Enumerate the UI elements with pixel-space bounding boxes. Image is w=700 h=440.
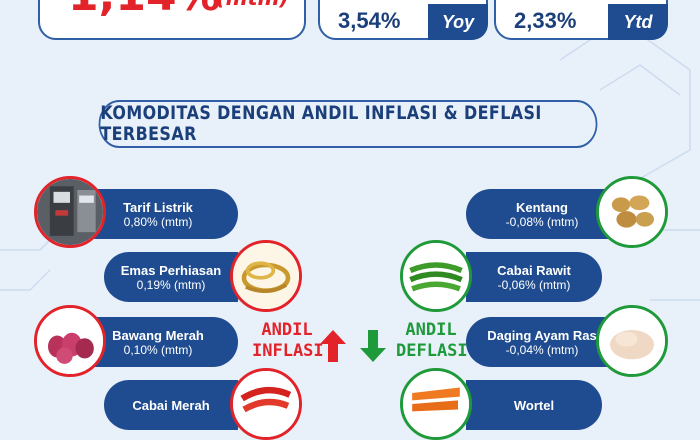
commodity-name: Emas Perhiasan [120,262,222,278]
deflasi-item-cabai-rawit: Cabai Rawit -0,06% (mtm) [466,252,602,302]
ytd-inflation-card: 2,33% Ytd [494,0,668,40]
commodity-value: -0,08% (mtm) [505,214,579,229]
commodity-value: 0,19% (mtm) [136,277,206,292]
deflasi-item-kentang: Kentang -0,08% (mtm) [466,189,618,239]
andil-deflasi-label: ANDIL DEFLASI [396,320,468,361]
yoy-badge: Yoy [428,4,488,40]
andil-inflasi-label: ANDIL INFLASI [252,320,324,361]
inflasi-item-cabai-merah: Cabai Merah [104,380,238,430]
commodity-name: Daging Ayam Ras [487,327,597,343]
gold-jewelry-icon [230,240,302,312]
arrow-down-icon [360,330,386,362]
mtm-inflation-value: 1,14% [68,0,221,21]
commodity-name: Bawang Merah [112,327,204,343]
deflasi-item-daging-ayam-ras: Daging Ayam Ras -0,04% (mtm) [466,317,618,367]
yoy-inflation-card: 3,54% Yoy [318,0,488,40]
section-title: KOMODITAS DENGAN ANDIL INFLASI & DEFLASI… [98,100,598,148]
arrow-up-icon [320,330,346,362]
deflasi-item-wortel: Wortel [466,380,602,430]
commodity-value: -0,04% (mtm) [505,342,579,357]
commodity-name: Kentang [516,199,568,215]
commodity-value: 0,80% (mtm) [123,214,193,229]
ytd-inflation-value: 2,33% [514,8,577,33]
inflasi-item-emas-perhiasan: Emas Perhiasan 0,19% (mtm) [104,252,238,302]
mtm-unit-label: (mtm) [216,0,289,10]
ytd-badge: Ytd [608,4,668,40]
potato-icon [596,176,668,248]
commodity-name: Cabai Rawit [497,262,571,278]
chicken-meat-icon [596,305,668,377]
red-chili-icon [230,368,302,440]
carrot-icon [400,368,472,440]
electric-meter-icon [34,176,106,248]
yoy-inflation-value: 3,54% [338,8,401,33]
commodity-value: 0,10% (mtm) [123,342,193,357]
commodity-value: -0,06% (mtm) [497,277,571,292]
commodity-name: Tarif Listrik [123,199,193,215]
shallot-icon [34,305,106,377]
mtm-inflation-card: 1,14% (mtm) [38,0,306,40]
green-chili-icon [400,240,472,312]
